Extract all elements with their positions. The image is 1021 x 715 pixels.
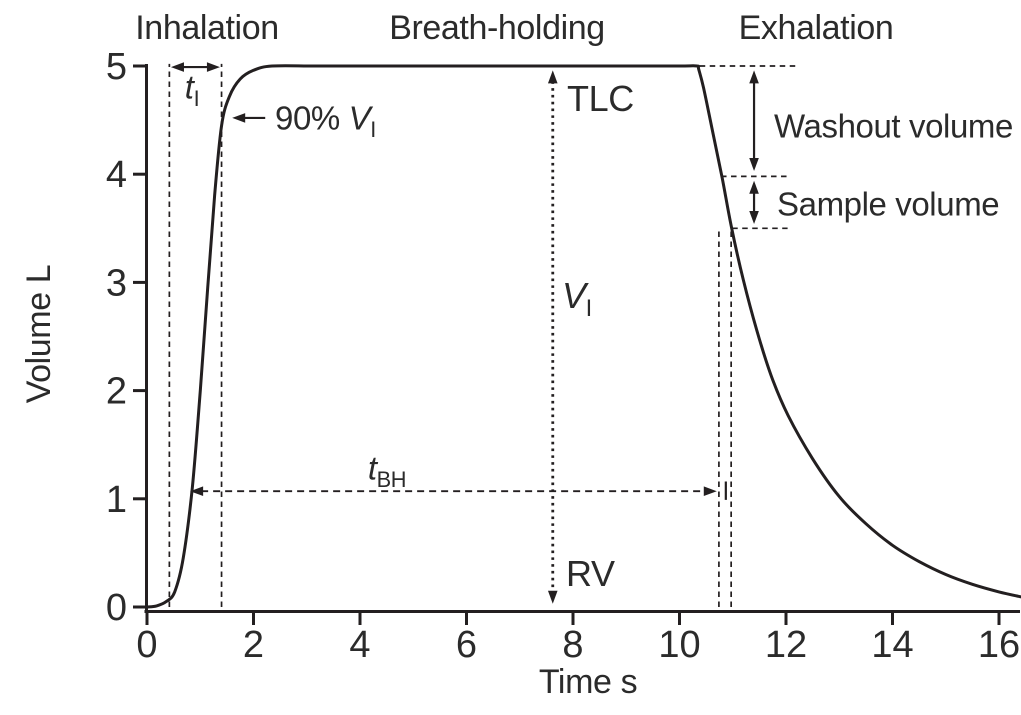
phase-label-inhalation: Inhalation: [135, 9, 279, 47]
y-tick-label: 4: [106, 154, 127, 196]
tlc-rv-arrow-top-arrowhead: [547, 70, 558, 84]
x-tick-label: 16: [978, 624, 1020, 666]
y-axis-title: Volume L: [20, 264, 58, 404]
annotation-tlc: TLC: [567, 78, 634, 119]
y-tick-label: 1: [106, 479, 127, 521]
x-tick-label: 0: [136, 624, 157, 666]
tbh-span-arrow-left-arrowhead: [190, 486, 204, 497]
x-tick-label: 10: [658, 624, 700, 666]
phase-label-breath-holding: Breath-holding: [389, 9, 605, 47]
volume-time-curve: [145, 64, 1021, 609]
y-tick-label: 0: [106, 587, 127, 629]
x-tick-label: 12: [765, 624, 807, 666]
y-tick-label: 5: [106, 46, 127, 88]
phase-label-exhalation: Exhalation: [738, 9, 894, 47]
annotation-sample-volume: Sample volume: [777, 185, 1000, 223]
sample-arrow-top-arrowhead: [749, 180, 759, 194]
tlc-rv-arrow-bottom-arrowhead: [547, 590, 558, 604]
annotation-inhalation-time: tI: [184, 68, 200, 112]
x-tick-label: 2: [243, 624, 264, 666]
sample-arrow-bottom-arrowhead: [749, 210, 759, 224]
annotation-90pct-vi: 90% VI: [275, 99, 376, 143]
washout-arrow-top-arrowhead: [749, 70, 759, 84]
x-axis-title: Time s: [538, 663, 638, 701]
y-tick-label: 3: [106, 262, 127, 304]
ti-span-arrow-right-arrowhead: [206, 62, 220, 72]
washout-arrow-bottom-arrowhead: [749, 157, 759, 171]
annotation-rv: RV: [566, 553, 615, 594]
annotation-washout-volume: Washout volume: [774, 107, 1013, 145]
y-tick-label: 2: [106, 371, 127, 413]
x-tick-label: 8: [562, 624, 583, 666]
annotation-vi: VI: [562, 275, 592, 323]
x-tick-label: 4: [349, 624, 370, 666]
tbh-span-arrow-right-arrowhead: [703, 486, 717, 497]
x-tick-label: 14: [871, 624, 913, 666]
pct90-arrow-arrowhead: [232, 113, 246, 123]
x-tick-label: 6: [456, 624, 477, 666]
annotation-tbh: tBH: [367, 449, 407, 493]
ti-span-arrow-left-arrowhead: [170, 62, 184, 72]
